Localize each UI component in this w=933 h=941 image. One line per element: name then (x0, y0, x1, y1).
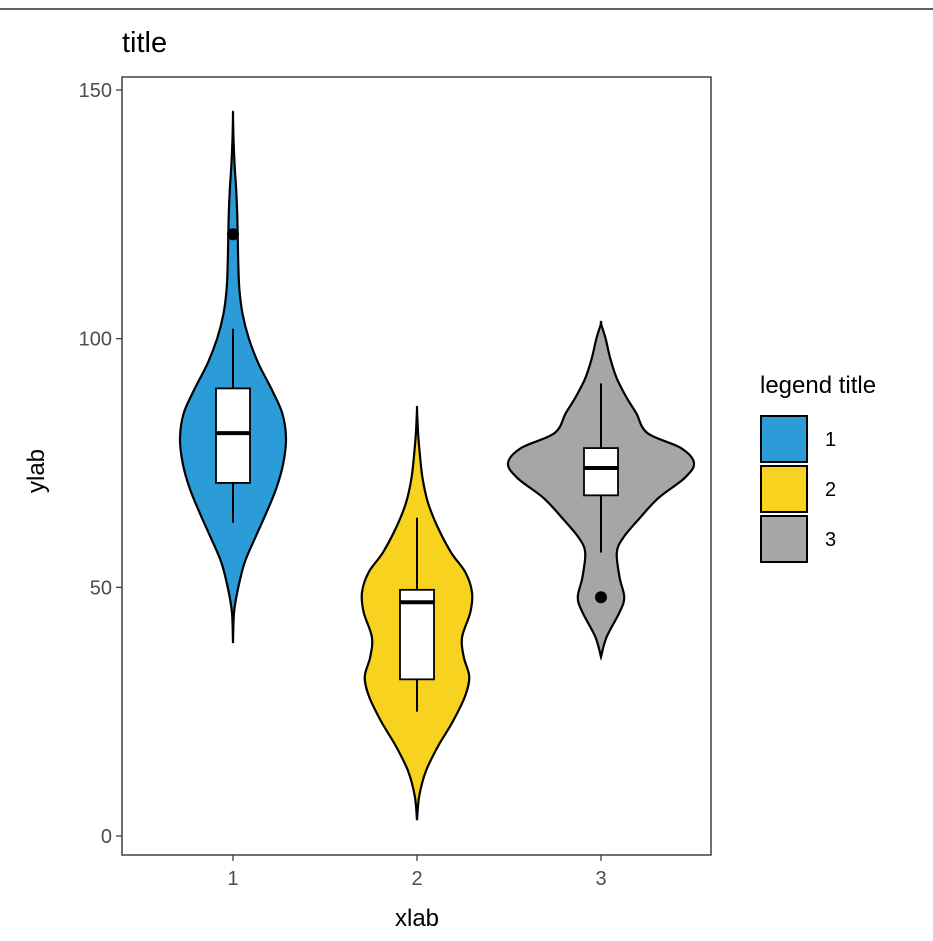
legend-title: legend title (760, 372, 876, 399)
chart-title: title (122, 27, 167, 59)
y-tick-label: 50 (90, 577, 112, 599)
box-3 (583, 447, 619, 497)
legend-label-1: 1 (825, 429, 836, 451)
x-tick-label: 1 (227, 868, 238, 890)
legend-label-2: 2 (825, 479, 836, 501)
y-axis-title: ylab (23, 449, 50, 493)
x-tick-label: 2 (411, 868, 422, 890)
legend-key-2 (760, 465, 808, 513)
y-tick-label: 150 (79, 80, 112, 102)
box-1 (215, 387, 251, 484)
y-tick-label: 100 (79, 329, 112, 351)
outlier-point-1 (227, 228, 239, 241)
outlier-point-3 (595, 591, 607, 604)
plot-area: 0 50 100 150 1 2 3 (79, 76, 712, 890)
legend-label-3: 3 (825, 529, 836, 551)
box-2 (399, 588, 435, 681)
y-tick-label: 0 (101, 826, 112, 848)
x-axis-title: xlab (395, 905, 439, 932)
legend-key-3 (760, 515, 808, 563)
x-tick-label: 3 (595, 868, 606, 890)
legend-key-1 (760, 415, 808, 463)
legend: legend title 1 2 3 (760, 372, 876, 563)
